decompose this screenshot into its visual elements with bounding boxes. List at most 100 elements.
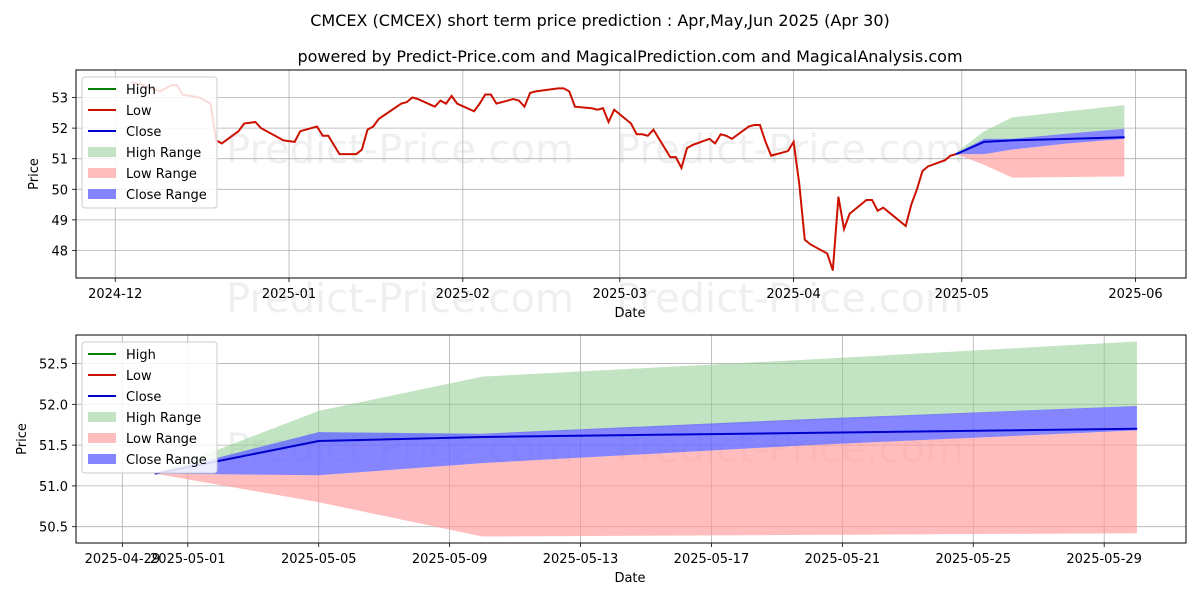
legend-label: High [126,348,156,363]
series-low-point [636,133,638,135]
x-tick-label: 2025-05-05 [281,552,357,567]
y-tick-label: 52.0 [39,398,68,413]
y-axis-label: Price [27,158,42,190]
series-low-point [495,103,498,105]
legend-swatch [88,454,116,464]
legend-label: Close Range [126,453,207,468]
y-tick-label: 48 [51,244,68,259]
series-low-point [417,98,419,100]
x-tick-label: 2025-05-29 [1066,552,1142,567]
series-low-point [322,135,324,137]
y-tick-label: 50.5 [39,521,68,536]
series-close-point [1067,138,1069,140]
x-tick-label: 2025-05-25 [935,552,1011,567]
series-low-point [725,135,727,137]
series-low-point [680,167,683,169]
series-low-point [905,225,907,227]
series-low-point [574,106,576,108]
series-low-point [277,136,279,138]
series-low-point [708,138,711,140]
series-low-point [411,96,413,99]
series-low-point [865,199,868,201]
x-tick-label: 2025-06 [1108,287,1162,302]
legend-label: Low Range [126,167,197,182]
series-low-point [221,142,223,145]
series-low-point [798,182,800,184]
legend-label: High Range [126,146,201,161]
series-low-point [630,122,632,125]
series-low-point [877,210,879,212]
series-low-point [316,125,318,128]
series-low-point [882,207,884,209]
series-low-point [607,121,610,123]
legend-label: Close Range [126,188,207,203]
series-close-point [318,440,320,442]
series-low-point [916,188,918,190]
x-tick-label: 2024-12 [88,287,142,302]
series-low-point [484,93,486,96]
legend-label: High Range [126,411,201,426]
series-low-point [832,269,834,271]
legend-swatch [88,433,116,443]
y-tick-label: 52.5 [39,358,68,373]
series-low-point [792,141,795,143]
series-low-range-band [956,138,1125,178]
series-close-point [983,141,985,143]
series-low-point [764,141,767,143]
legend-label: Low [126,104,152,119]
series-low-point [512,98,514,100]
series-low-point [243,122,245,125]
series-low-point [237,130,240,132]
legend-label: Close [126,390,161,405]
watermark-text: Predict-Price.com [616,127,964,173]
watermark-text: Predict-Price.com [226,127,574,173]
series-low-point [434,106,436,108]
series-close-point [481,436,483,438]
y-tick-label: 52 [51,122,68,137]
legend-label: Low [126,369,152,384]
chart-title: CMCEX (CMCEX) short term price predictio… [310,11,890,30]
y-axis-label: Price [15,423,30,455]
watermark-text: Predict-Price.com [616,276,964,322]
series-low-point [871,199,873,201]
series-low-point [787,150,789,152]
x-axis-label: Date [614,306,645,321]
y-tick-label: 49 [51,214,68,229]
series-close-point [1136,428,1138,430]
series-low-point [652,129,655,131]
series-high-range-band [155,341,1137,474]
series-low-point [770,155,772,157]
series-low-point [378,118,380,120]
series-low-point [602,107,604,109]
series-low-range-band [155,430,1137,537]
series-low-point [451,95,453,97]
series-low-point [949,155,952,157]
series-low-point [299,130,301,132]
series-low-point [613,109,615,111]
series-low-point [927,165,929,167]
series-low-point [849,213,851,215]
axes-frame [75,69,1187,279]
series-low-point [731,138,733,140]
series-low-point [518,99,520,102]
plot-area [76,70,1186,278]
watermark-text: Predict-Price.com [226,276,574,322]
series-low-point [714,142,716,145]
series-low-line [131,81,957,271]
x-tick-label: 2025-02 [436,287,490,302]
series-close-range-band [155,405,1137,476]
y-tick-label: 51 [51,153,68,168]
series-close-point [955,153,957,155]
series-low-point [254,121,256,123]
y-tick-label: 53 [51,92,68,107]
x-tick-label: 2025-01 [262,287,316,302]
x-tick-label: 2025-03 [593,287,647,302]
x-tick-label: 2025-04 [766,287,820,302]
x-tick-label: 2025-05 [935,287,989,302]
series-low-point [529,92,531,94]
series-low-point [406,101,408,103]
series-low-point [921,170,924,172]
y-tick-label: 51.5 [39,439,68,454]
series-low-point [535,90,537,93]
series-low-point [568,90,570,93]
